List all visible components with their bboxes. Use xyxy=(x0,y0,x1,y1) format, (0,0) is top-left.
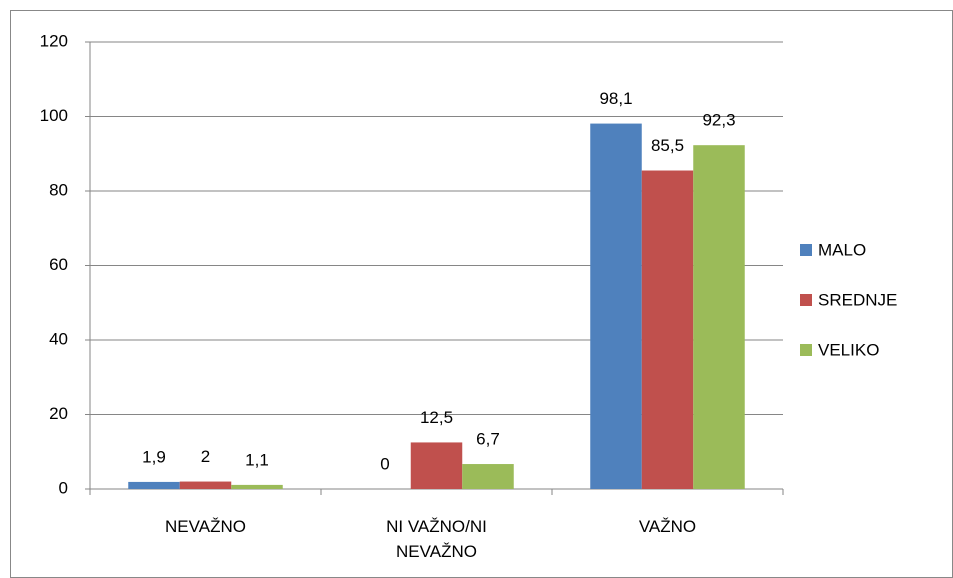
legend-label: SREDNJE xyxy=(818,290,897,309)
data-label: 98,1 xyxy=(599,89,632,108)
data-label: 1,9 xyxy=(142,447,166,466)
data-label: 0 xyxy=(380,454,389,473)
data-label: 12,5 xyxy=(420,408,453,427)
legend-label: MALO xyxy=(818,240,866,259)
data-label: 2 xyxy=(201,447,210,466)
bar xyxy=(231,484,283,489)
bar xyxy=(462,464,514,489)
x-tick-label: NI VAŽNO/NI NEVAŽNO xyxy=(386,517,487,561)
data-label: 1,1 xyxy=(245,450,269,469)
data-label: 92,3 xyxy=(702,111,735,130)
bar xyxy=(590,123,642,489)
y-tick-label: 60 xyxy=(49,255,68,274)
x-tick-label: VAŽNO xyxy=(638,517,697,536)
y-tick-label: 40 xyxy=(49,329,68,348)
y-tick-label: 20 xyxy=(49,404,68,423)
x-tick-label: NEVAŽNO xyxy=(165,517,246,536)
bar xyxy=(693,145,745,489)
bar xyxy=(641,170,694,489)
legend-swatch xyxy=(800,244,812,256)
bar xyxy=(410,442,463,489)
y-tick-label: 80 xyxy=(49,180,68,199)
bar xyxy=(128,481,180,489)
bar xyxy=(179,481,232,489)
data-label: 6,7 xyxy=(476,430,500,449)
y-tick-label: 0 xyxy=(59,478,68,497)
y-tick-label: 120 xyxy=(40,31,68,50)
data-label: 85,5 xyxy=(651,136,684,155)
legend-label: VELIKO xyxy=(818,340,879,359)
y-tick-label: 100 xyxy=(40,106,68,125)
legend-swatch xyxy=(800,344,812,356)
legend-swatch xyxy=(800,294,812,306)
